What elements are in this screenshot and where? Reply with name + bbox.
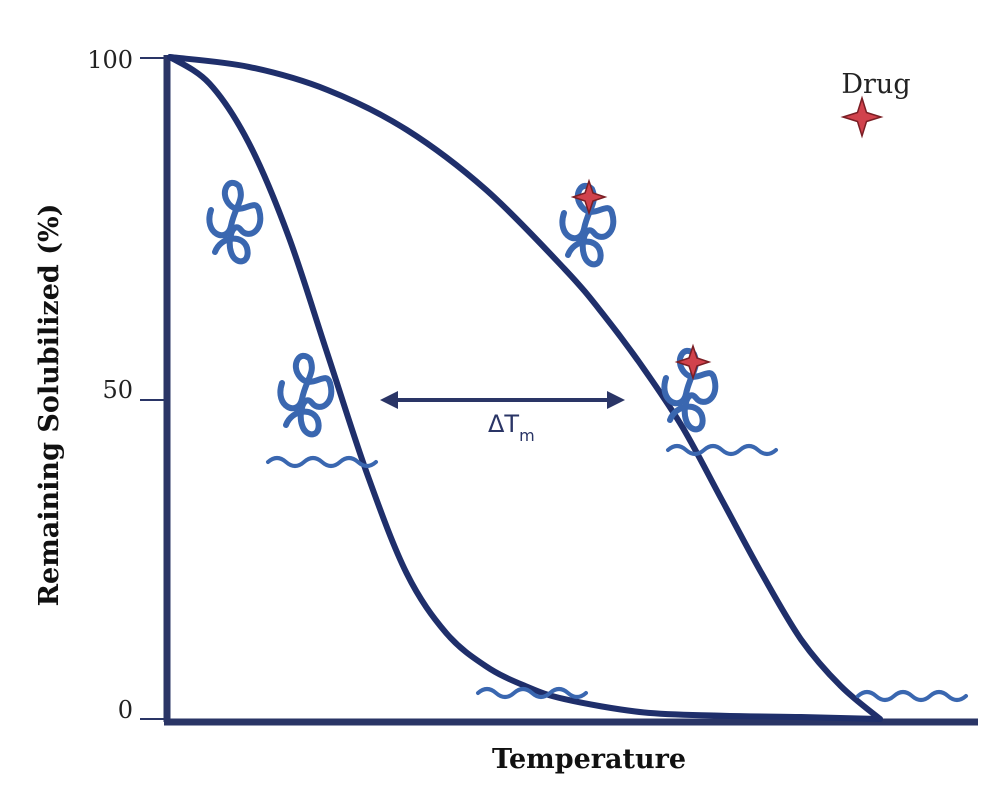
delta-tm-label: ΔTm xyxy=(488,410,535,445)
y-tick-label-0: 0 xyxy=(118,696,133,724)
unfolded-protein-icon-3 xyxy=(476,687,588,699)
unfolded-protein-icon-1 xyxy=(266,456,378,468)
folded-protein-icon-transition xyxy=(277,352,335,438)
drug-bound-protein-icon-transition xyxy=(661,343,719,433)
drug-legend-label: Drug xyxy=(841,69,910,100)
unfolded-protein-icon-2 xyxy=(666,444,778,456)
y-tick-label-50: 50 xyxy=(102,376,133,404)
drug-star-icon-bound-2 xyxy=(674,343,712,381)
delta-tm-arrow xyxy=(380,391,625,409)
folded-protein-icon xyxy=(206,179,264,265)
series-line-drug-bound xyxy=(167,54,883,722)
unfolded-protein-icon-4 xyxy=(856,690,968,702)
drug-bound-protein-icon xyxy=(559,178,617,268)
y-axis-title: Remaining Solubilized (%) xyxy=(34,204,65,607)
series-line-unbound xyxy=(167,54,883,722)
y-tick-label-100: 100 xyxy=(87,46,133,74)
drug-star-icon xyxy=(840,95,884,139)
drug-star-icon-bound-1 xyxy=(570,178,608,216)
x-axis-title: Temperature xyxy=(492,744,686,775)
